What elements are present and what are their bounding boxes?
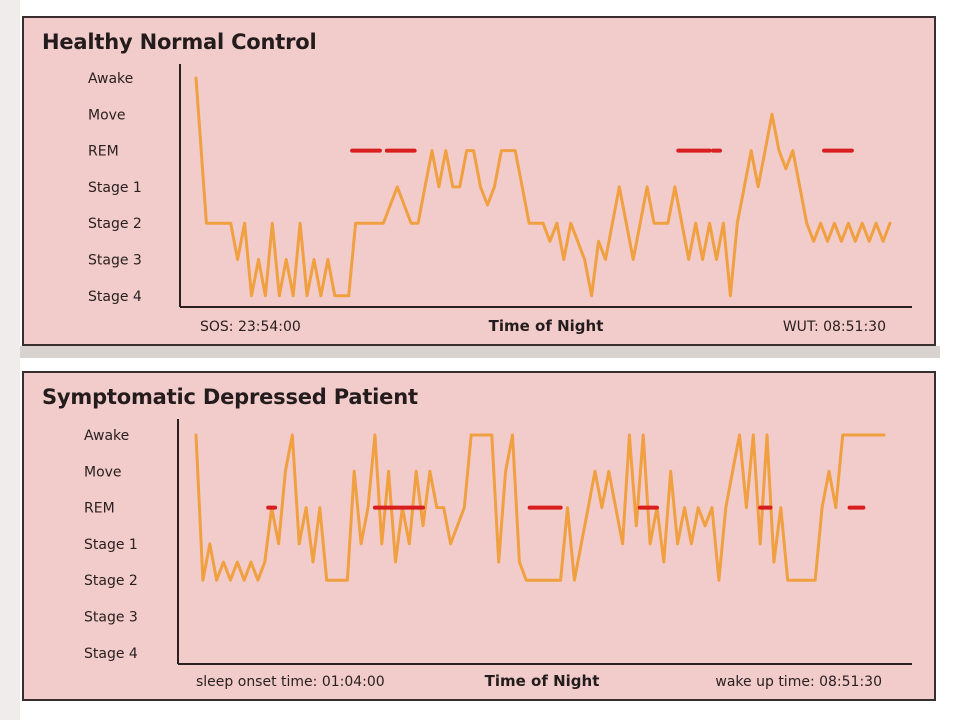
- panel-divider: [20, 346, 940, 358]
- y-tick-label: Stage 3: [84, 610, 138, 626]
- x-axis-title: Time of Night: [489, 317, 604, 335]
- y-tick-label: Move: [88, 107, 126, 123]
- end-time-label: wake up time: 08:51:30: [715, 674, 882, 690]
- y-tick-label: Stage 1: [84, 537, 138, 553]
- y-tick-label: Stage 2: [88, 216, 142, 232]
- y-tick-label: Stage 1: [88, 180, 142, 196]
- y-tick-label: Awake: [88, 71, 133, 87]
- chart-title: Symptomatic Depressed Patient: [42, 385, 418, 409]
- depressed-patient-panel: Symptomatic Depressed Patient Awake Move R…: [22, 371, 936, 701]
- healthy-hypnogram: Awake Move REM Stage 1 Stage 2 Stage 3 Stage 4…: [88, 64, 912, 335]
- y-tick-label: REM: [88, 144, 119, 160]
- y-tick-label: Stage 4: [88, 289, 142, 305]
- y-tick-label: Stage 4: [84, 646, 138, 662]
- y-tick-label: Stage 2: [84, 573, 138, 589]
- y-tick-label: Stage 3: [88, 253, 142, 269]
- chart-title: Healthy Normal Control: [42, 30, 317, 54]
- start-time-label: SOS: 23:54:00: [200, 319, 301, 335]
- start-time-label: sleep onset time: 01:04:00: [196, 674, 385, 690]
- depressed-hypnogram: Awake Move REM Stage 1 Stage 2 Stage 3 Stage 4…: [84, 419, 912, 690]
- x-axis-title: Time of Night: [485, 672, 600, 690]
- y-tick-label: Move: [84, 464, 122, 480]
- end-time-label: WUT: 08:51:30: [783, 319, 886, 335]
- y-tick-label: Awake: [84, 428, 129, 444]
- healthy-control-panel: Healthy Normal Control Awake Move REM Stage…: [22, 16, 936, 346]
- y-tick-label: REM: [84, 501, 115, 517]
- scan-margin: [0, 0, 20, 720]
- sleep-stage-trace: [194, 76, 892, 298]
- sleep-stage-trace: [194, 433, 886, 582]
